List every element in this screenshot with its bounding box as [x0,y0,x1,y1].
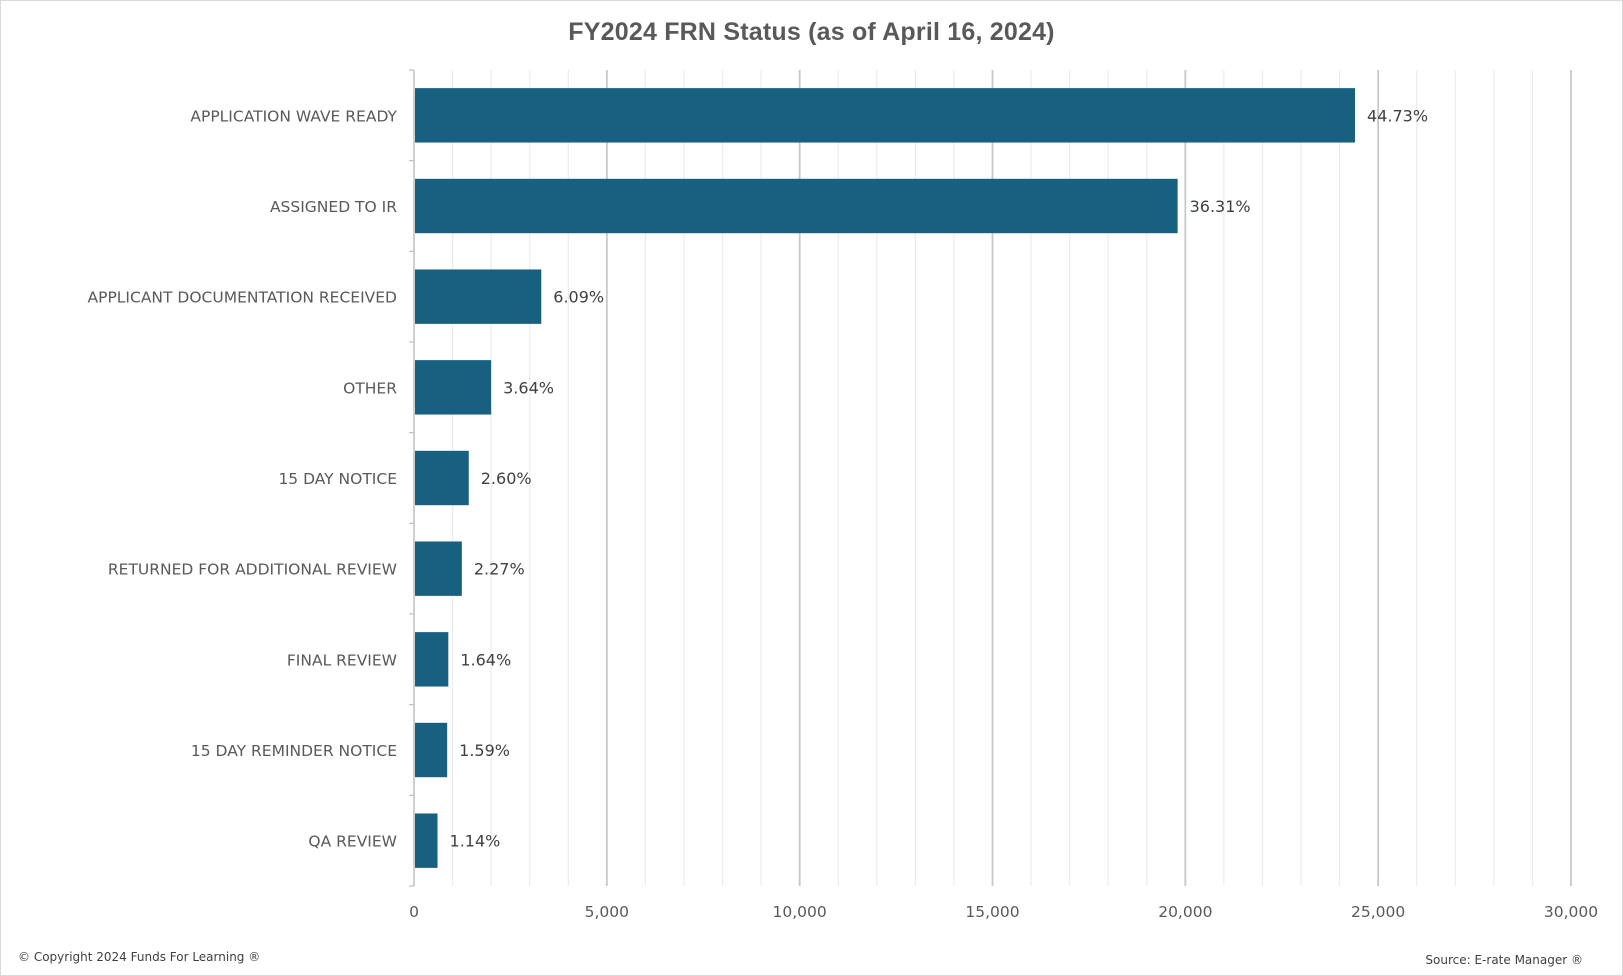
chart-title: FY2024 FRN Status (as of April 16, 2024) [568,18,1055,46]
data-label: 1.14% [450,832,501,851]
category-label: ASSIGNED TO IR [270,198,397,216]
category-label: APPLICANT DOCUMENTATION RECEIVED [88,289,398,307]
x-tick-label: 10,000 [773,903,827,921]
x-tick-label: 30,000 [1544,903,1598,921]
category-label: OTHER [343,379,397,397]
bars [415,88,1356,868]
category-label: FINAL REVIEW [287,651,397,669]
x-tick-label: 0 [409,903,419,921]
category-label: RETURNED FOR ADDITIONAL REVIEW [108,561,397,579]
category-label: 15 DAY NOTICE [278,470,397,488]
category-label: APPLICATION WAVE READY [190,107,397,125]
bar [415,178,1178,234]
source-note: Source: E-rate Manager ® [1425,953,1583,967]
bar [415,813,438,868]
copyright-note: © Copyright 2024 Funds For Learning ® [18,950,261,964]
y-axis-line [409,69,415,887]
bar [415,632,449,687]
bar [415,450,469,506]
data-label: 2.27% [474,560,525,579]
x-tick-label: 25,000 [1351,903,1405,921]
x-tick-labels: 0 5,000 10,000 15,000 20,000 25,000 30,000 [409,903,1598,921]
data-label: 3.64% [503,378,554,397]
data-label: 1.59% [459,741,510,760]
x-tick-label: 5,000 [585,903,629,921]
category-label: 15 DAY REMINDER NOTICE [191,742,397,760]
data-label: 1.64% [460,650,511,669]
category-label: QA REVIEW [308,833,397,851]
data-label: 6.09% [553,288,604,307]
bar [415,541,462,596]
bar [415,269,542,324]
data-label: 2.60% [481,469,532,488]
bar [415,360,492,415]
bar [415,88,1356,143]
data-label: 36.31% [1190,197,1251,216]
x-tick-label: 15,000 [965,903,1019,921]
data-label: 44.73% [1367,106,1428,125]
data-labels: 44.73% 36.31% 6.09% 3.64% 2.60% 2.27% 1.64% 1.5… [450,106,1429,850]
category-labels: APPLICATION WAVE READY ASSIGNED TO IR APPL… [88,107,398,850]
bar [415,722,448,778]
x-tick-label: 20,000 [1158,903,1212,921]
